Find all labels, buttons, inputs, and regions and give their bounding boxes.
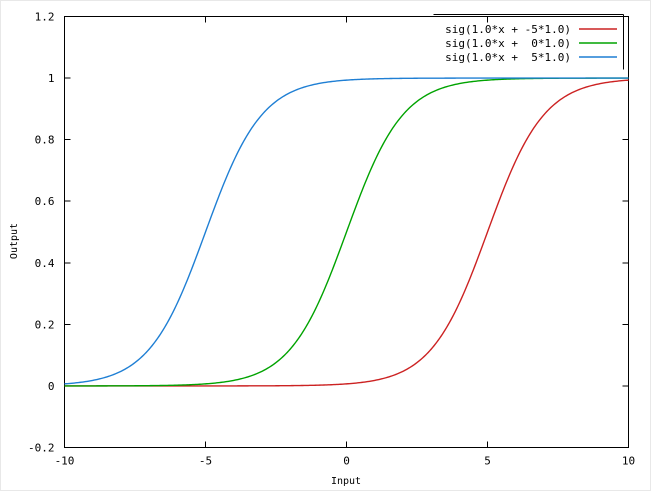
y-tick-label: 0.4 (35, 257, 55, 270)
x-tick-label: -5 (199, 455, 212, 468)
y-tick-label: 1 (48, 72, 55, 85)
y-axis-ticks: -0.2 0 0.2 0.4 0.6 0.8 1 1.2 (28, 11, 629, 455)
legend-label-2: sig(1.0*x + 5*1.0) (445, 51, 571, 64)
x-tick-label: 0 (343, 455, 350, 468)
y-tick-label: 0 (48, 380, 55, 393)
x-axis-ticks: -10 -5 0 5 10 (55, 16, 635, 468)
data-curves (64, 77, 629, 387)
x-tick-label: 5 (484, 455, 491, 468)
y-tick-label: 0.8 (35, 134, 55, 147)
x-axis-title: Input (331, 476, 361, 487)
x-tick-label: -10 (55, 455, 75, 468)
y-tick-label: 0.6 (35, 195, 55, 208)
y-axis-title: Output (9, 223, 20, 259)
y-tick-label: 0.2 (35, 318, 55, 331)
y-tick-label: -0.2 (28, 442, 55, 455)
x-tick-label: 10 (622, 455, 635, 468)
y-tick-label: 1.2 (35, 11, 55, 24)
legend: sig(1.0*x + -5*1.0)sig(1.0*x + 0*1.0)sig… (433, 14, 624, 70)
legend-label-0: sig(1.0*x + -5*1.0) (445, 23, 571, 36)
curve-series-1 (64, 77, 629, 387)
curve-series-2 (64, 77, 629, 385)
legend-label-1: sig(1.0*x + 0*1.0) (445, 37, 571, 50)
